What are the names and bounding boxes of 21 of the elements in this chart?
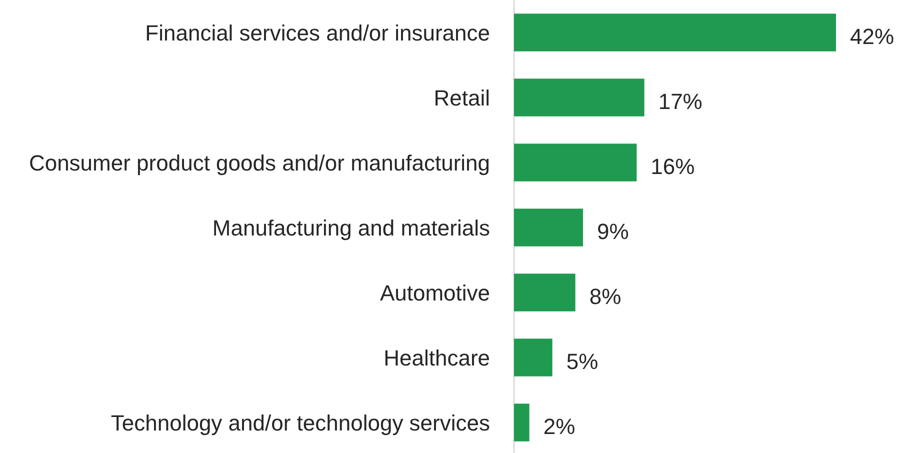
- y-tick-label: Retail: [434, 85, 490, 110]
- y-tick-label: Automotive: [380, 280, 490, 305]
- data-label: 2%: [543, 414, 576, 439]
- bar: [514, 78, 644, 116]
- data-label: 9%: [597, 219, 629, 244]
- data-label: 8%: [589, 284, 622, 309]
- y-tick-label: Technology and/or technology services: [110, 410, 490, 435]
- y-tick-label: Healthcare: [384, 345, 490, 370]
- bar: [514, 274, 576, 312]
- bar: [514, 144, 637, 182]
- bar: [514, 14, 836, 52]
- data-label: 17%: [658, 89, 702, 114]
- bar: [514, 208, 583, 246]
- y-tick-label: Manufacturing and materials: [212, 215, 490, 240]
- y-tick-label: Consumer product goods and/or manufacturing: [28, 150, 490, 175]
- data-label: 16%: [650, 154, 695, 179]
- y-tick-label: Financial services and/or insurance: [145, 20, 490, 45]
- data-label: 5%: [566, 349, 598, 374]
- bar: [514, 404, 530, 442]
- bar: [514, 338, 552, 376]
- data-label: 42%: [850, 24, 894, 49]
